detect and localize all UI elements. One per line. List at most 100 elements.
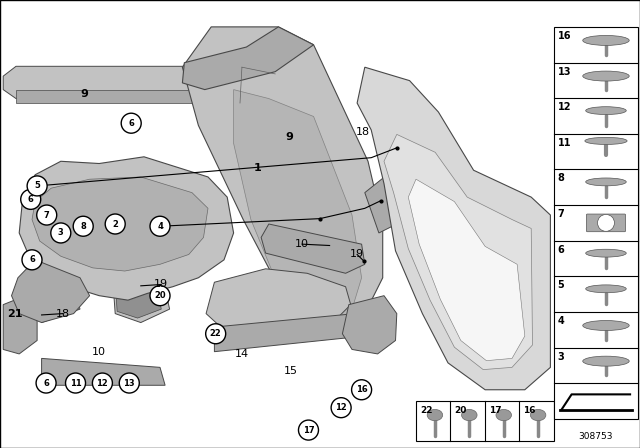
Polygon shape [408, 179, 525, 361]
Text: 6: 6 [128, 119, 134, 128]
Ellipse shape [586, 285, 627, 293]
Text: 17: 17 [489, 406, 501, 415]
Text: 20: 20 [154, 291, 166, 300]
Circle shape [22, 250, 42, 270]
Polygon shape [32, 177, 208, 271]
Polygon shape [384, 134, 532, 370]
FancyBboxPatch shape [586, 214, 625, 232]
Polygon shape [16, 90, 211, 103]
Polygon shape [206, 269, 351, 336]
Text: 10: 10 [92, 347, 106, 357]
Text: 6: 6 [43, 379, 49, 388]
Ellipse shape [583, 71, 629, 81]
Ellipse shape [461, 409, 477, 421]
Ellipse shape [427, 409, 443, 421]
Circle shape [20, 190, 41, 209]
Text: 3: 3 [58, 228, 63, 237]
Text: 6: 6 [29, 255, 35, 264]
Circle shape [331, 398, 351, 418]
Text: 6: 6 [557, 245, 564, 255]
Text: 7: 7 [557, 209, 564, 219]
Circle shape [598, 215, 614, 231]
Text: 20: 20 [454, 406, 467, 415]
Text: 11: 11 [557, 138, 571, 148]
Text: 17: 17 [303, 426, 314, 435]
Ellipse shape [585, 138, 627, 144]
Ellipse shape [583, 35, 629, 45]
Text: 3: 3 [557, 352, 564, 362]
Text: 21: 21 [7, 309, 22, 319]
Ellipse shape [586, 249, 627, 257]
Circle shape [150, 286, 170, 306]
Text: 9: 9 [81, 89, 88, 99]
Polygon shape [365, 175, 402, 233]
Text: 6: 6 [28, 195, 34, 204]
Bar [554, 27, 638, 419]
Text: 10: 10 [295, 239, 309, 249]
Text: 18: 18 [56, 309, 70, 319]
Text: 4: 4 [157, 222, 163, 231]
Bar [416, 401, 554, 441]
Polygon shape [42, 358, 165, 385]
Text: 14: 14 [235, 349, 249, 359]
Ellipse shape [496, 409, 511, 421]
Ellipse shape [583, 356, 629, 366]
Text: 11: 11 [70, 379, 81, 388]
Text: 9: 9 [285, 132, 293, 142]
Polygon shape [214, 314, 365, 352]
Text: 12: 12 [335, 403, 347, 412]
Text: 7: 7 [44, 211, 49, 220]
Text: 8: 8 [81, 222, 86, 231]
Polygon shape [342, 296, 397, 354]
Circle shape [51, 223, 71, 243]
Text: 22: 22 [420, 406, 433, 415]
Ellipse shape [583, 320, 629, 331]
Circle shape [105, 214, 125, 234]
Text: 18: 18 [356, 127, 370, 137]
Circle shape [119, 373, 140, 393]
Circle shape [36, 373, 56, 393]
Circle shape [65, 373, 86, 393]
Circle shape [121, 113, 141, 133]
Text: 19: 19 [350, 250, 364, 259]
Polygon shape [261, 224, 365, 273]
Text: 12: 12 [97, 379, 108, 388]
Text: 308753: 308753 [578, 432, 612, 441]
Circle shape [150, 216, 170, 236]
Text: 16: 16 [557, 31, 571, 41]
Text: 2: 2 [112, 220, 118, 228]
Text: 12: 12 [557, 102, 571, 112]
Text: 15: 15 [284, 366, 298, 376]
Circle shape [92, 373, 113, 393]
Circle shape [36, 205, 57, 225]
Polygon shape [357, 67, 550, 390]
Circle shape [205, 324, 226, 344]
Polygon shape [234, 90, 362, 332]
Circle shape [73, 216, 93, 236]
Text: 13: 13 [124, 379, 135, 388]
Text: 19: 19 [154, 280, 168, 289]
Text: 8: 8 [557, 173, 564, 183]
Ellipse shape [586, 178, 627, 186]
Circle shape [27, 176, 47, 196]
Circle shape [298, 420, 319, 440]
Polygon shape [182, 27, 314, 90]
Text: 13: 13 [557, 66, 571, 77]
Polygon shape [3, 66, 230, 99]
Text: 22: 22 [210, 329, 221, 338]
Ellipse shape [531, 409, 546, 421]
Polygon shape [38, 288, 80, 323]
Text: 16: 16 [524, 406, 536, 415]
Polygon shape [182, 27, 383, 336]
Text: 5: 5 [557, 280, 564, 290]
Polygon shape [12, 260, 90, 323]
Polygon shape [19, 157, 234, 300]
Polygon shape [115, 280, 161, 318]
Polygon shape [112, 269, 170, 323]
Circle shape [351, 380, 372, 400]
Text: 4: 4 [557, 316, 564, 326]
Text: 16: 16 [356, 385, 367, 394]
Text: 5: 5 [34, 181, 40, 190]
Text: 1: 1 [253, 163, 261, 173]
Ellipse shape [586, 107, 627, 115]
